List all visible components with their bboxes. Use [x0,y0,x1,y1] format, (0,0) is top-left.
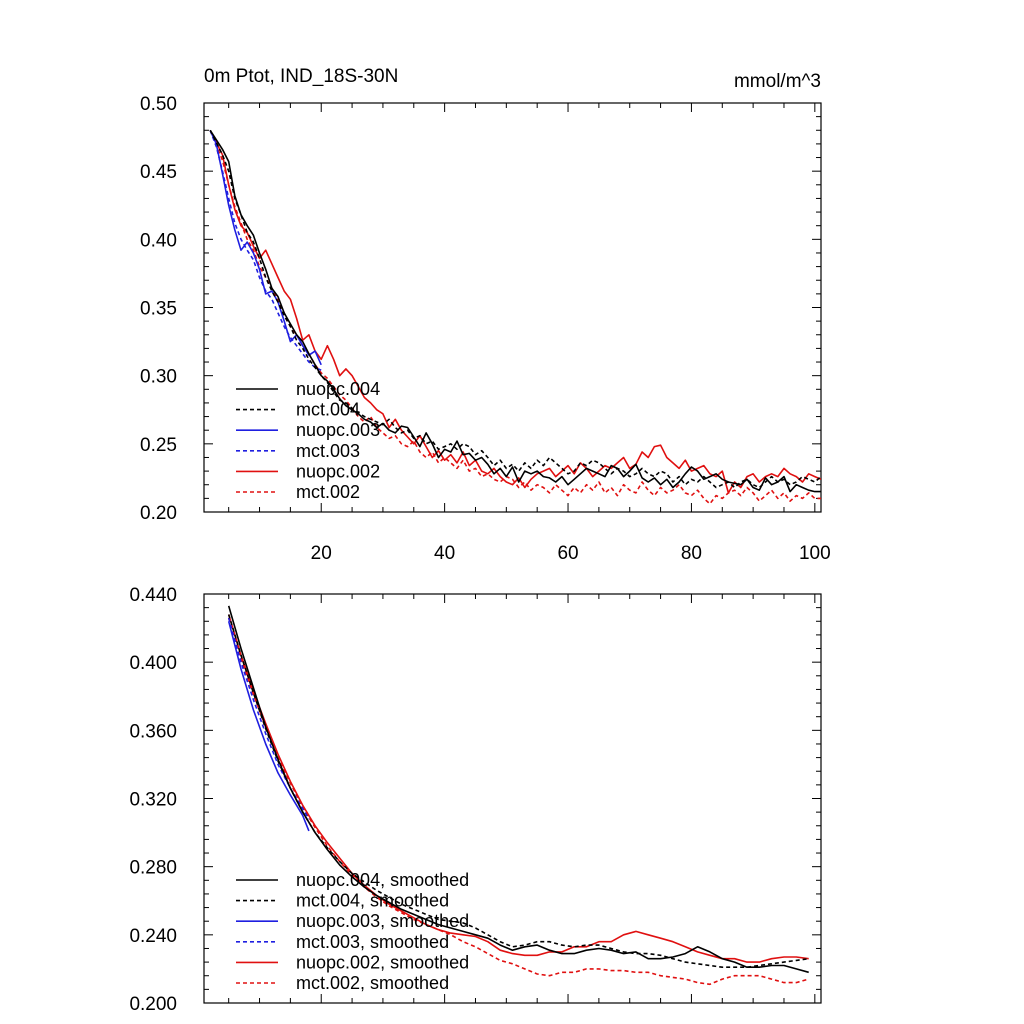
legend: nuopc.004mct.004nuopc.003mct.003nuopc.00… [236,379,380,502]
legend-label: nuopc.003 [296,420,380,440]
legend-label: mct.002 [296,482,360,502]
series-line-nuopc-003 [209,129,322,366]
y-tick-label: 0.320 [129,790,177,811]
y-tick-label: 0.25 [140,435,177,456]
series-group [209,129,821,505]
series-line-nuopc-003-smoothed [227,621,310,832]
y-tick-label: 0.20 [140,503,177,524]
y-axis: 0.20 0.25 0.30 0.35 0.40 0.45 0.50 [140,94,821,524]
chart-title: 0m Ptot, IND_18S-30N [204,66,398,87]
units-label: mmol/m^3 [734,71,821,92]
legend-label: nuopc.002 [296,461,380,481]
y-tick-label: 0.40 [140,230,177,251]
series-line-nuopc-002-smoothed [227,614,809,963]
series-line-mct-003-smoothed [227,617,310,820]
y-tick-label: 0.45 [140,162,177,183]
y-tick-label: 0.30 [140,367,177,388]
series-line-nuopc-004-smoothed [227,605,809,974]
y-tick-label: 0.240 [129,926,177,947]
legend-label: nuopc.002, smoothed [296,952,469,972]
x-axis [228,594,816,1003]
y-tick-label: 0.50 [140,94,177,115]
legend-label: nuopc.004, smoothed [296,870,469,890]
legend-label: mct.003, smoothed [296,932,449,952]
x-tick-label: 60 [557,543,578,564]
y-tick-label: 0.360 [129,721,177,742]
panel-smoothed: 0.200 0.240 0.280 0.320 0.360 0.400 0.440 nuopc… [129,585,822,1015]
x-tick-label: 80 [681,543,702,564]
series-group [227,605,809,986]
y-axis: 0.200 0.240 0.280 0.320 0.360 0.400 0.440 [129,585,821,1015]
y-tick-label: 0.400 [129,653,177,674]
panel-raw: 20 40 60 80 100 0.20 0.25 0.30 0.35 0.40 0.45 0.50 n… [140,94,831,564]
x-axis: 20 40 60 80 100 [228,103,831,564]
x-tick-label: 40 [434,543,455,564]
series-line-nuopc-004 [209,129,821,493]
legend-label: mct.004, smoothed [296,891,449,911]
legend-label: mct.003 [296,441,360,461]
y-tick-label: 0.280 [129,858,177,879]
legend-label: nuopc.004 [296,379,380,399]
y-tick-label: 0.200 [129,994,177,1015]
x-tick-label: 100 [799,543,831,564]
y-tick-label: 0.440 [129,585,177,606]
series-line-mct-002-smoothed [227,617,809,986]
legend-label: mct.004 [296,400,360,420]
series-line-mct-004 [209,129,821,489]
legend-label: mct.002, smoothed [296,973,449,993]
x-tick-label: 20 [311,543,332,564]
legend-label: nuopc.003, smoothed [296,911,469,931]
y-tick-label: 0.35 [140,299,177,320]
